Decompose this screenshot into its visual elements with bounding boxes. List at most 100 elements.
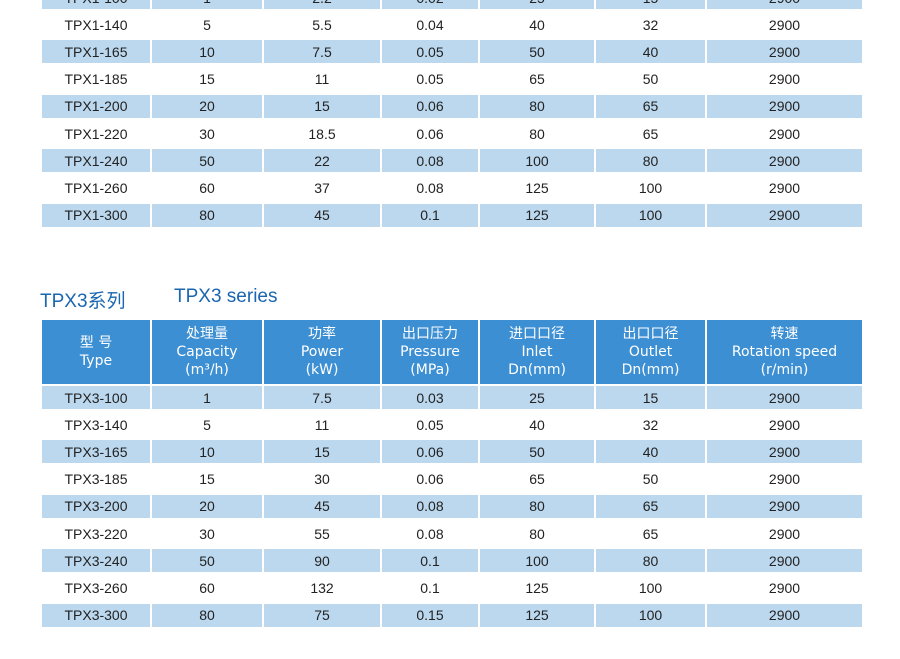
- table-cell: 0.08: [416, 525, 444, 542]
- table-cell: 20: [152, 494, 262, 518]
- table-cell: 2900: [707, 94, 862, 118]
- header-cell: 出口口径 Outlet Dn(mm): [596, 320, 705, 384]
- table-cell: 15: [199, 471, 215, 488]
- table-row: TPX1-220 30 18.5 0.06 80 65 2900: [42, 122, 862, 145]
- table-cell: 125: [525, 579, 549, 596]
- table-cell: 2900: [768, 525, 801, 542]
- table-cell: 30: [199, 125, 215, 142]
- header-line: (r/min): [760, 362, 809, 378]
- header-line: (kW): [305, 362, 339, 378]
- table-cell: TPX3-165: [42, 440, 150, 464]
- header-cell: 处理量 Capacity (m³/h): [152, 320, 262, 384]
- header-cell: 转速 Rotation speed (r/min): [707, 320, 862, 384]
- header-cell: 进口口径 Inlet Dn(mm): [480, 320, 594, 384]
- tpx3-spec-table: 型 号 Type 处理量 Capacity (m³/h) 功率 Power (kW) 出口压力 P…: [42, 320, 862, 630]
- table-row: TPX3-185 15 30 0.06 65 50 2900: [42, 468, 862, 491]
- table-row: TPX1-165 10 7.5 0.05 50 40 2900: [42, 40, 862, 64]
- header-line: (MPa): [410, 362, 450, 378]
- header-line: Dn(mm): [621, 362, 680, 378]
- table-cell: 60: [199, 579, 215, 596]
- table-cell: 2900: [768, 125, 801, 142]
- header-line: Dn(mm): [508, 362, 566, 378]
- table-cell: 75: [264, 603, 380, 627]
- table-cell: 0.15: [382, 603, 478, 627]
- table-row: TPX3-260 60 132 0.1 125 100 2900: [42, 576, 862, 599]
- table-row: TPX3-240 50 90 0.1 100 80 2900: [42, 549, 862, 573]
- table-cell: 65: [642, 125, 659, 142]
- table-cell: 80: [529, 125, 545, 142]
- table-cell: 0.1: [382, 203, 478, 227]
- table-cell: 2900: [707, 603, 862, 627]
- table-row: TPX3-200 20 45 0.08 80 65 2900: [42, 494, 862, 518]
- table-cell: 60: [199, 179, 215, 196]
- table-cell: 125: [480, 203, 594, 227]
- table-row: TPX3-100 1 7.5 0.03 25 15 2900: [42, 386, 862, 409]
- table-cell: 80: [596, 149, 705, 173]
- table-cell: 0.04: [416, 16, 444, 33]
- table-cell: TPX3-100: [42, 386, 150, 409]
- header-line: Rotation speed: [731, 344, 838, 360]
- table-cell: TPX3-200: [42, 494, 150, 518]
- table-cell: 2900: [768, 71, 801, 88]
- header-line: Inlet: [521, 344, 553, 360]
- table-cell: 2900: [768, 471, 801, 488]
- table-cell: 50: [480, 40, 594, 64]
- table-cell: TPX1-185: [64, 71, 128, 88]
- table-cell: 65: [642, 525, 659, 542]
- table-cell: 80: [152, 603, 262, 627]
- table-row: TPX3-165 10 15 0.06 50 40 2900: [42, 440, 862, 464]
- table-cell: 125: [480, 603, 594, 627]
- table-cell: 80: [152, 203, 262, 227]
- table-cell: 2900: [768, 16, 801, 33]
- table-cell: 37: [314, 179, 330, 196]
- table-cell: 1: [152, 386, 262, 409]
- table-cell: TPX1-140: [64, 16, 128, 33]
- table-cell: 2900: [707, 494, 862, 518]
- table-cell: TPX1-165: [42, 40, 150, 64]
- table-cell: 30: [199, 525, 215, 542]
- header-row: 型 号 Type 处理量 Capacity (m³/h) 功率 Power (kW) 出口压力 P…: [42, 320, 862, 384]
- table-cell: 15: [596, 386, 705, 409]
- table-row: TPX1-200 20 15 0.06 80 65 2900: [42, 94, 862, 118]
- table-cell: 0.08: [382, 149, 478, 173]
- table-cell: 40: [529, 16, 545, 33]
- table-cell: 0.06: [382, 440, 478, 464]
- table-cell: 65: [529, 71, 545, 88]
- table-cell: TPX1-220: [64, 125, 128, 142]
- table-cell: 30: [314, 471, 330, 488]
- table-cell: 50: [152, 549, 262, 573]
- table-cell: 1: [152, 0, 262, 9]
- table-cell: 0.02: [382, 0, 478, 9]
- table-row: TPX1-140 5 5.5 0.04 40 32 2900: [42, 13, 862, 36]
- table-cell: 2900: [707, 386, 862, 409]
- table-cell: 2900: [768, 179, 801, 196]
- table-cell: 25: [480, 0, 594, 9]
- table-cell: 2900: [768, 416, 801, 433]
- table-row: TPX3-220 30 55 0.08 80 65 2900: [42, 522, 862, 545]
- table-row: TPX1-260 60 37 0.08 125 100 2900: [42, 176, 862, 199]
- table-cell: 5: [203, 416, 211, 433]
- table-cell: 20: [152, 94, 262, 118]
- header-line: 功率: [308, 326, 336, 342]
- header-line: Power: [300, 344, 344, 360]
- table-cell: 11: [314, 71, 330, 88]
- tpx3-title-en: TPX3 series: [174, 286, 278, 307]
- table-cell: 0.06: [416, 471, 444, 488]
- table-cell: 100: [596, 203, 705, 227]
- table-cell: 65: [596, 94, 705, 118]
- table-cell: 0.08: [382, 494, 478, 518]
- table-cell: TPX3-220: [64, 525, 128, 542]
- table-row: TPX1-240 50 22 0.08 100 80 2900: [42, 149, 862, 173]
- table-cell: 15: [264, 440, 380, 464]
- table-cell: 132: [310, 579, 334, 596]
- table-cell: TPX1-300: [42, 203, 150, 227]
- table-cell: 100: [638, 579, 663, 596]
- table-cell: 125: [525, 179, 549, 196]
- table-cell: 90: [264, 549, 380, 573]
- table-cell: 7.5: [264, 386, 380, 409]
- table-cell: 2900: [707, 440, 862, 464]
- table-cell: 0.1: [382, 549, 478, 573]
- tpx3-title-cn: TPX3系列: [40, 291, 126, 312]
- table-cell: 0.05: [416, 71, 444, 88]
- header-cell: 型 号 Type: [42, 320, 150, 384]
